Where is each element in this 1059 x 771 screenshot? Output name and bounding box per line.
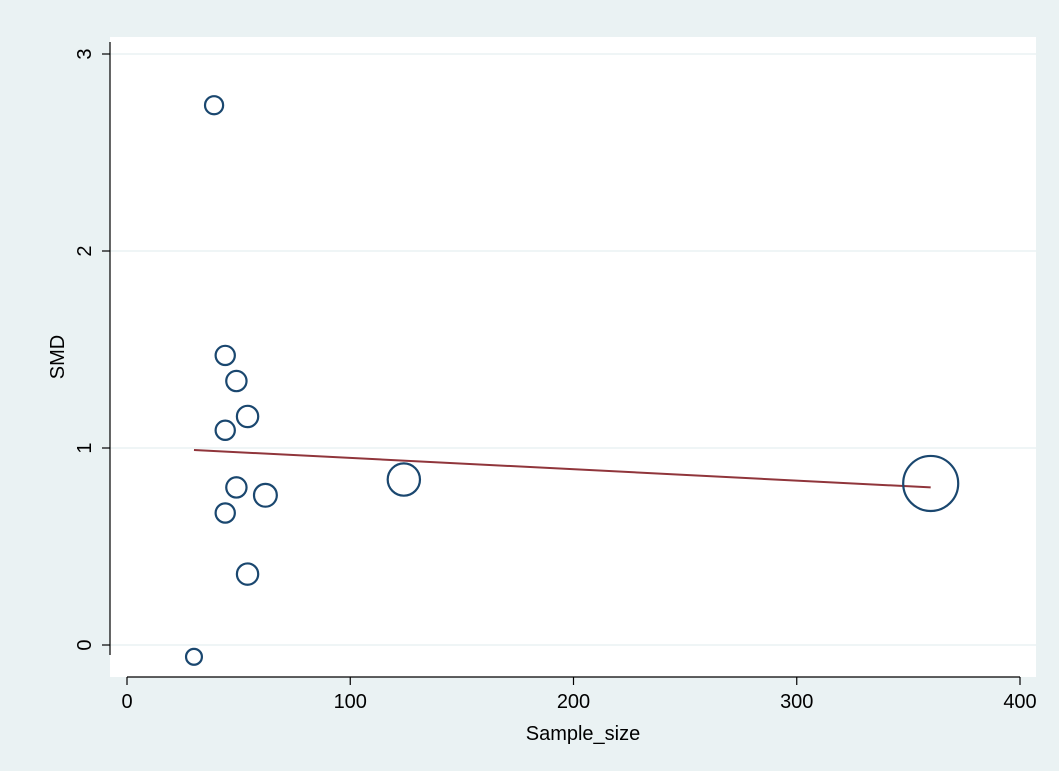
x-tick-label: 300	[780, 691, 813, 713]
x-tick-label: 400	[1003, 691, 1036, 713]
x-tick-label: 200	[557, 691, 590, 713]
data-point	[214, 502, 236, 524]
data-points	[184, 95, 960, 666]
data-point	[235, 404, 260, 429]
y-tick-label: 0	[74, 639, 96, 650]
x-tick-label: 0	[121, 691, 132, 713]
plot-area	[110, 37, 1036, 677]
x-axis-label: Sample_size	[526, 723, 641, 745]
y-tick-label: 2	[74, 245, 96, 256]
data-point	[252, 482, 278, 508]
y-tick-label: 1	[74, 442, 96, 453]
fit-line	[193, 448, 931, 489]
data-point	[386, 462, 422, 497]
data-point	[225, 369, 248, 393]
data-point	[902, 454, 960, 513]
x-tick-label: 100	[334, 691, 367, 713]
y-axis-label: SMD	[47, 335, 69, 379]
tick-labels: 0 100 200 300 400 0 1 2 3	[74, 48, 1037, 713]
data-point	[203, 95, 225, 116]
gridlines	[110, 53, 1036, 646]
data-point	[214, 419, 236, 441]
fit-line-group	[193, 448, 931, 489]
axes	[102, 42, 1021, 685]
data-point	[184, 647, 204, 666]
y-tick-label: 3	[74, 48, 96, 59]
data-point	[235, 562, 260, 586]
data-point	[225, 476, 248, 499]
data-point	[214, 344, 236, 367]
